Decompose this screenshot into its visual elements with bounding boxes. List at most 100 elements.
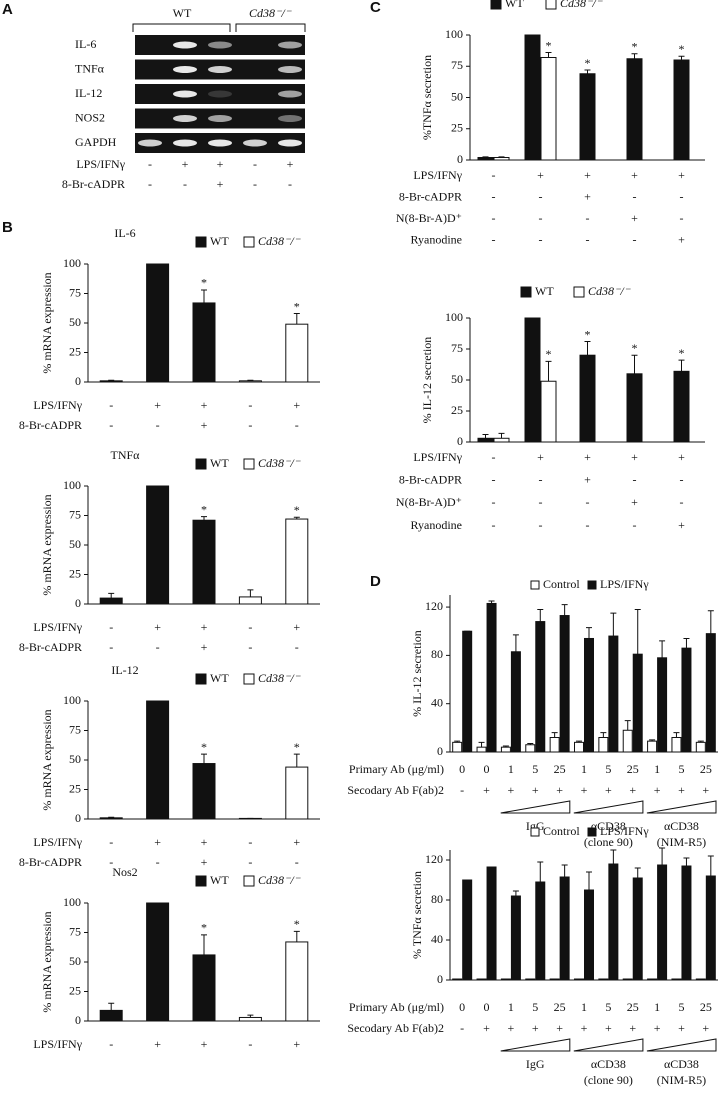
bar <box>632 653 643 753</box>
condition-value: - <box>586 232 590 246</box>
bar <box>99 817 123 820</box>
condition-value: + <box>678 168 685 182</box>
condition-value: + <box>217 177 224 191</box>
bar <box>524 34 541 161</box>
condition-label: N(8-Br-A)D⁺ <box>396 211 462 225</box>
error-bar <box>527 743 534 745</box>
condition-label: Primary Ab (μg/ml) <box>349 1000 444 1014</box>
gel-band <box>278 66 302 73</box>
error-bar <box>707 855 714 876</box>
y-tick-label: 0 <box>75 811 81 825</box>
condition-value: - <box>109 640 113 654</box>
condition-label: Secodary Ab F(ab)2 <box>347 1021 444 1035</box>
condition-value: + <box>217 157 224 171</box>
significance-mark: * <box>585 56 591 70</box>
error-bar <box>678 359 685 372</box>
bar <box>146 902 170 1022</box>
condition-value: + <box>201 398 208 412</box>
legend-label: Cd38⁻/⁻ <box>258 456 302 470</box>
error-bar <box>610 849 617 864</box>
condition-value: - <box>539 472 543 486</box>
bar <box>647 740 658 753</box>
bar <box>671 737 682 753</box>
error-bar <box>697 740 704 743</box>
y-axis-label: % mRNA expression <box>40 911 54 1012</box>
significance-mark: * <box>585 327 591 341</box>
error-bar <box>610 612 617 637</box>
significance-mark: * <box>546 38 552 52</box>
y-axis-label: % IL-12 secretion <box>410 630 424 717</box>
chart-title: IL-6 <box>114 226 135 240</box>
bar <box>477 437 494 443</box>
condition-value: 1 <box>654 1000 660 1014</box>
condition-value: + <box>287 157 294 171</box>
condition-value: - <box>492 472 496 486</box>
error-bar <box>201 753 207 764</box>
condition-label: 8-Br-cADPR <box>19 418 82 432</box>
condition-value: 5 <box>678 1000 684 1014</box>
bar <box>99 1009 123 1022</box>
bar <box>525 744 536 753</box>
legend-swatch <box>520 286 532 298</box>
gel-band <box>173 66 197 73</box>
gel-row-label: TNFα <box>75 61 105 75</box>
bar <box>192 763 216 820</box>
group-label: Cd38⁻/⁻ <box>249 6 293 20</box>
error-bar <box>502 745 509 748</box>
error-bar <box>247 589 254 597</box>
condition-value: + <box>629 1021 636 1035</box>
error-bar <box>683 637 690 649</box>
bar <box>452 741 463 753</box>
condition-value: - <box>633 518 637 532</box>
condition-value: + <box>678 1021 685 1035</box>
legend-label: Control <box>543 824 580 838</box>
condition-value: + <box>293 620 300 634</box>
error-bar <box>293 753 300 768</box>
group-sublabel: (NIM-R5) <box>657 1073 706 1087</box>
condition-label: LPS/IFNγ <box>33 1037 82 1051</box>
bar <box>192 302 216 383</box>
gel-band <box>138 139 162 147</box>
legend-swatch <box>195 673 207 685</box>
gel-row-label: IL-6 <box>75 37 96 51</box>
bar <box>99 380 123 383</box>
error-bar <box>561 604 568 616</box>
y-tick-label: 0 <box>457 434 463 448</box>
condition-value: - <box>460 783 464 797</box>
significance-mark: * <box>632 341 638 355</box>
chart-title: Nos2 <box>112 865 137 879</box>
bar <box>146 263 170 383</box>
legend-label: WT <box>535 284 554 298</box>
gel-band <box>208 41 232 49</box>
condition-label: 8-Br-cADPR <box>62 177 125 191</box>
condition-value: + <box>702 1021 709 1035</box>
condition-value: + <box>556 783 563 797</box>
condition-value: 1 <box>581 762 587 776</box>
legend-label: WT <box>210 456 229 470</box>
y-tick-label: 120 <box>425 599 443 613</box>
error-bar <box>561 864 568 877</box>
condition-value: 25 <box>627 1000 639 1014</box>
gel-band <box>278 90 302 98</box>
dose-wedge <box>573 800 644 814</box>
y-tick-label: 25 <box>69 983 81 997</box>
condition-value: + <box>537 168 544 182</box>
condition-value: - <box>109 418 113 432</box>
y-tick-label: 25 <box>451 121 463 135</box>
group-label: IgG <box>526 1057 545 1071</box>
gel-row-label: IL-12 <box>75 86 102 100</box>
bar <box>673 370 690 443</box>
condition-value: + <box>581 1021 588 1035</box>
bar <box>579 73 596 161</box>
condition-value: 1 <box>654 762 660 776</box>
y-tick-label: 25 <box>69 781 81 795</box>
condition-value: + <box>537 450 544 464</box>
chart-title: TNFα <box>111 448 141 462</box>
condition-value: + <box>154 835 161 849</box>
y-tick-label: 0 <box>75 374 81 388</box>
error-bar <box>488 600 495 604</box>
legend-label: Cd38⁻/⁻ <box>258 234 302 248</box>
condition-label: 8-Br-cADPR <box>399 189 462 203</box>
bar <box>705 633 716 753</box>
condition-value: + <box>702 783 709 797</box>
